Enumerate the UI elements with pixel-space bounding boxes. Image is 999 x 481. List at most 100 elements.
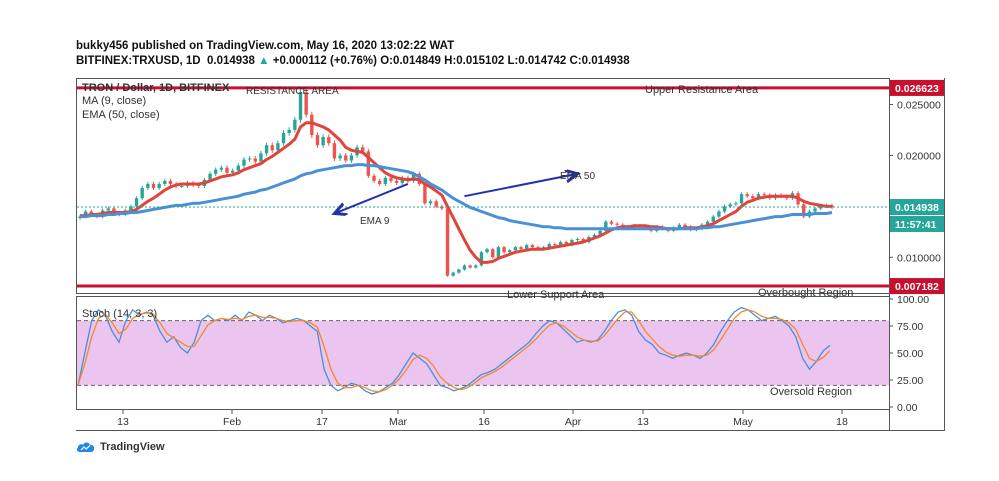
price-panel-title: TRON / Dollar, 1D, BITFINEX xyxy=(82,82,230,94)
candle-body xyxy=(281,133,286,144)
candle xyxy=(168,178,173,187)
candle xyxy=(377,178,382,187)
candle xyxy=(423,181,427,206)
candle-body xyxy=(208,173,212,180)
candle-body xyxy=(349,155,354,161)
countdown-bg xyxy=(890,216,944,233)
resistance-price-label-text: 0.026623 xyxy=(895,83,939,95)
candle xyxy=(298,89,303,123)
candle-body xyxy=(677,224,682,228)
candle xyxy=(474,264,478,269)
candle-body xyxy=(445,208,450,276)
candle xyxy=(451,271,455,277)
candle xyxy=(338,152,342,161)
cloud-icon xyxy=(76,442,95,452)
candle xyxy=(479,250,484,267)
stoch-lines xyxy=(77,306,831,395)
price-tick-label: 0.020000 xyxy=(897,150,941,162)
stoch-d-line xyxy=(77,309,831,393)
candle-body xyxy=(508,250,512,253)
candle xyxy=(253,156,257,164)
candle-body xyxy=(225,167,229,173)
price-axis: 0.0250000.0200000.0150000.0100000.026623… xyxy=(889,79,944,295)
support-price-label: 0.007182 xyxy=(890,278,944,295)
candle xyxy=(287,127,291,136)
candle-body xyxy=(705,221,710,225)
candle xyxy=(491,247,495,259)
candle-body xyxy=(722,206,727,212)
candle-body xyxy=(745,194,749,197)
candle xyxy=(445,206,450,277)
candle xyxy=(332,140,337,161)
candle-body xyxy=(321,137,325,146)
candle-body xyxy=(140,188,144,199)
candle-body xyxy=(83,211,88,217)
lower-support-label: Lower Support Area xyxy=(507,289,605,301)
tradingview-logo: TradingView xyxy=(76,441,165,453)
candle-body xyxy=(434,201,438,207)
candle-body xyxy=(728,204,732,207)
candle xyxy=(372,173,376,184)
candle-body xyxy=(457,269,461,273)
stoch-tick-label: 100.00 xyxy=(897,294,929,306)
candle xyxy=(349,152,354,163)
candle-body xyxy=(112,208,116,213)
indicator-lines xyxy=(80,121,833,264)
candle-body xyxy=(230,170,235,173)
stoch-tick-label: 50.00 xyxy=(897,348,923,360)
candle-body xyxy=(553,244,557,246)
candle-body xyxy=(547,244,551,248)
candle xyxy=(711,214,715,224)
candle xyxy=(457,268,461,274)
candle-body xyxy=(310,114,314,136)
candle xyxy=(219,165,224,172)
candle xyxy=(140,185,144,201)
candle xyxy=(293,116,297,133)
stoch-axis: 100.00 75.00 50.00 25.00 0.00 xyxy=(889,294,929,414)
candle-body xyxy=(411,173,416,181)
candle-body xyxy=(575,238,580,241)
candle-body xyxy=(332,143,337,159)
candle-body xyxy=(683,224,687,227)
candle xyxy=(214,167,218,176)
candle xyxy=(163,178,167,187)
time-tick-label: May xyxy=(733,416,754,428)
candle-body xyxy=(423,183,427,204)
resistance-price-label-bg xyxy=(890,79,944,96)
candle-body xyxy=(259,153,263,162)
candle-body xyxy=(394,180,399,183)
time-tick-label: 13 xyxy=(637,416,649,428)
candle xyxy=(485,247,489,254)
stoch-tick-label: 0.00 xyxy=(897,402,918,414)
candle-body xyxy=(338,155,342,159)
high-value: H:0.015102 xyxy=(444,55,505,67)
candle-body xyxy=(530,245,535,248)
symbol: BITFINEX:TRXUSD, 1D xyxy=(76,55,201,67)
candle-body xyxy=(513,247,518,251)
candle-body xyxy=(474,265,478,268)
candle xyxy=(344,152,348,163)
resistance-price-label: 0.026623 xyxy=(890,79,944,96)
change-arrow-icon: ▲ xyxy=(258,55,270,67)
candle xyxy=(615,222,619,227)
stoch-k-line xyxy=(77,306,831,395)
support-price-label-bg xyxy=(890,278,944,295)
candle xyxy=(281,130,286,146)
candle-body xyxy=(315,135,320,146)
candle-body xyxy=(479,252,484,266)
candle xyxy=(146,181,150,191)
candle-body xyxy=(287,129,291,134)
candle xyxy=(242,157,246,168)
candle xyxy=(327,134,331,146)
candle-body xyxy=(524,245,529,250)
candle-body xyxy=(558,242,563,246)
time-tick-label: Apr xyxy=(565,416,582,428)
candle xyxy=(722,204,727,214)
candle xyxy=(739,192,744,206)
ma9-line xyxy=(80,121,832,264)
time-tick-label: 13 xyxy=(117,416,129,428)
candle xyxy=(270,142,274,153)
candle xyxy=(264,142,269,156)
candle-body xyxy=(802,204,806,217)
